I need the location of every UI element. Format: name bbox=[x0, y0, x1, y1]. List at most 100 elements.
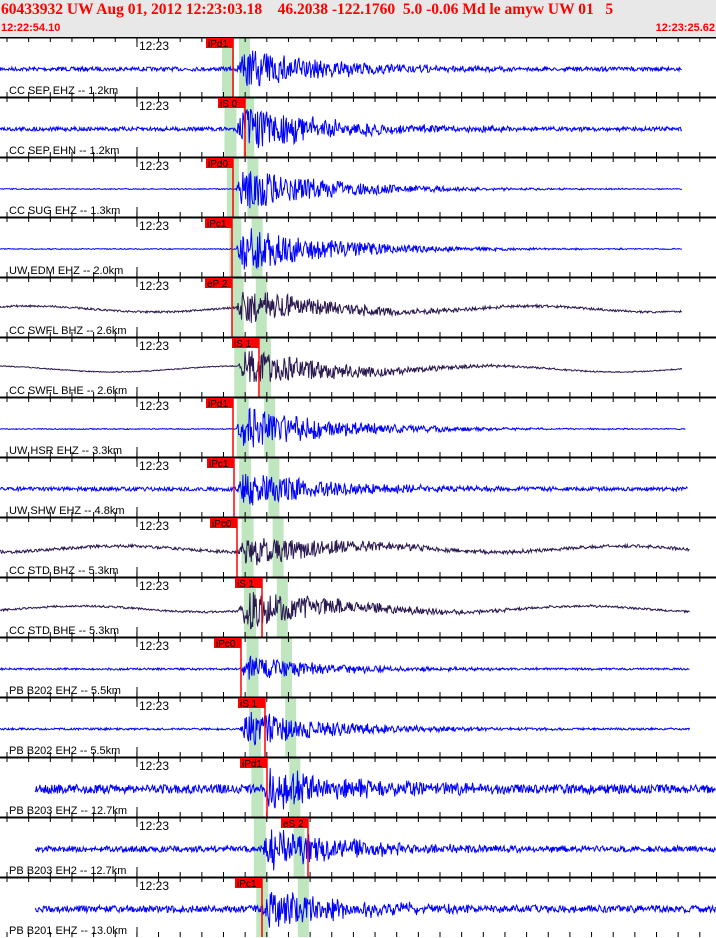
p-window bbox=[253, 817, 266, 877]
time-label: 12:23 bbox=[139, 279, 169, 293]
seismogram-trace bbox=[34, 891, 716, 928]
seismogram-trace bbox=[0, 538, 690, 566]
channel-panel: 12:23 iPd0 CC SUG EHZ -- 1.3km bbox=[0, 156, 716, 217]
pick-label: iPc0 bbox=[216, 639, 236, 650]
seismogram-trace bbox=[0, 228, 683, 270]
seismogram-trace bbox=[34, 829, 716, 871]
time-label: 12:23 bbox=[139, 759, 169, 773]
station-label: UW EDM EHZ -- 2.0km bbox=[9, 265, 123, 277]
s-window bbox=[297, 877, 309, 937]
time-label: 12:23 bbox=[139, 819, 169, 833]
channel-panel: 12:23 iPd1 CC SEP EHZ -- 1.2km bbox=[0, 37, 716, 97]
channel-panel: 12:23 iS 1 PB B202 EH2 -- 5.5km bbox=[0, 696, 716, 757]
event-header: 60433932 UW Aug 01, 2012 12:23:03.18 46.… bbox=[0, 0, 716, 37]
seismogram-trace bbox=[34, 768, 716, 810]
s-window bbox=[260, 337, 271, 397]
seismogram-trace bbox=[0, 655, 690, 680]
seismogram-trace bbox=[0, 407, 686, 448]
channel-panel: 12:23 iPc1 UW SHW EHZ -- 4.8km bbox=[0, 456, 716, 517]
station-label: PB B201 EHZ -- 13.0km bbox=[9, 925, 127, 937]
channel-panel: 12:23 eS 2 PB B203 EH2 -- 12.7km bbox=[0, 816, 716, 877]
time-label: 12:23 bbox=[139, 639, 169, 653]
station-label: PB B202 EH2 -- 5.5km bbox=[9, 745, 120, 757]
station-label: CC STD BHE -- 5.3km bbox=[9, 625, 119, 637]
pick-flag[interactable] bbox=[281, 818, 308, 828]
p-window bbox=[224, 97, 237, 157]
pick-flag[interactable] bbox=[205, 218, 232, 228]
channel-panel: 12:23 iPd1 UW HSR EHZ -- 3.3km bbox=[0, 396, 716, 457]
end-time: 12:23:25.62 bbox=[655, 22, 715, 34]
pick-label: iPc1 bbox=[237, 879, 257, 890]
pick-label: iS 1 bbox=[240, 699, 258, 710]
pick-flag[interactable] bbox=[207, 458, 234, 468]
pick-flag[interactable] bbox=[206, 398, 233, 408]
time-label: 12:23 bbox=[139, 39, 169, 53]
pick-flag[interactable] bbox=[240, 758, 267, 768]
station-label: PB B202 EHZ -- 5.5km bbox=[9, 685, 121, 697]
channel-panel: 12:23 iPc0 CC STD BHZ -- 5.3km bbox=[0, 516, 716, 577]
channel-panel: 12:23 iPc1 UW EDM EHZ -- 2.0km bbox=[0, 216, 716, 277]
channel-panel: 12:23 iPc1 PB B201 EHZ -- 13.0km bbox=[0, 876, 716, 937]
pick-flag[interactable] bbox=[235, 878, 262, 888]
time-label: 12:23 bbox=[139, 399, 169, 413]
time-label: 12:23 bbox=[139, 159, 169, 173]
pick-flag[interactable] bbox=[238, 698, 265, 708]
pick-flag[interactable] bbox=[218, 98, 245, 108]
channel-panel: 12:23 iS 1 CC SWFL BHE -- 2.6km bbox=[0, 336, 716, 397]
seismogram-trace bbox=[0, 108, 683, 149]
s-window bbox=[276, 577, 288, 637]
p-window bbox=[222, 37, 234, 97]
seismogram-trace bbox=[0, 292, 683, 323]
time-label: 12:23 bbox=[139, 579, 169, 593]
pick-label: iS 1 bbox=[234, 339, 252, 350]
pick-flag[interactable] bbox=[205, 278, 232, 288]
s-window bbox=[289, 757, 301, 817]
time-label: 12:23 bbox=[139, 339, 169, 353]
pick-label: iPc1 bbox=[209, 459, 229, 470]
channel-panel: 12:23 iS 0 CC SEP EHN -- 1.2km bbox=[0, 96, 716, 157]
pick-flag[interactable] bbox=[235, 578, 262, 588]
seismogram-trace bbox=[0, 592, 690, 630]
pick-label: iPc0 bbox=[212, 519, 232, 530]
seismogram-trace bbox=[0, 50, 682, 87]
station-label: UW SHW EHZ -- 4.8km bbox=[9, 505, 125, 517]
time-label: 12:23 bbox=[139, 699, 169, 713]
record-section: 12:23 iPd1 CC SEP EHZ -- 1.2km 12:23 iS 0 CC … bbox=[0, 37, 716, 937]
channel-panel: 12:23 iPd1 PB B203 EHZ -- 12.7km bbox=[0, 756, 716, 817]
pick-flag[interactable] bbox=[206, 158, 233, 168]
station-label: PB B203 EHZ -- 12.7km bbox=[9, 805, 127, 817]
station-label: CC STD BHZ -- 5.3km bbox=[9, 565, 118, 577]
station-label: CC SUG EHZ -- 1.3km bbox=[9, 205, 120, 217]
pick-label: eS 2 bbox=[283, 819, 304, 830]
pick-label: iPc1 bbox=[207, 219, 227, 230]
p-window bbox=[248, 697, 261, 757]
pick-label: iPd1 bbox=[208, 39, 228, 50]
time-label: 12:23 bbox=[139, 879, 169, 893]
channel-panel: 12:23 eP 2 CC SWFL BHZ -- 2.6km bbox=[0, 276, 716, 337]
s-window bbox=[247, 157, 259, 217]
event-title: 60433932 UW Aug 01, 2012 12:23:03.18 46.… bbox=[1, 1, 614, 18]
pick-label: iPd0 bbox=[208, 159, 228, 170]
station-label: UW HSR EHZ -- 3.3km bbox=[9, 445, 122, 457]
pick-label: iS 0 bbox=[220, 99, 238, 110]
time-label: 12:23 bbox=[139, 519, 169, 533]
seismogram-trace bbox=[0, 473, 688, 506]
time-label: 12:23 bbox=[139, 219, 169, 233]
pick-flag[interactable] bbox=[232, 338, 259, 348]
channel-panel: 12:23 iS 1 CC STD BHE -- 5.3km bbox=[0, 576, 716, 637]
p-window bbox=[241, 517, 254, 577]
pick-label: iPd1 bbox=[242, 759, 262, 770]
pick-flag[interactable] bbox=[206, 38, 233, 48]
pick-label: iPd1 bbox=[208, 399, 228, 410]
station-label: CC SWFL BHE -- 2.6km bbox=[9, 385, 127, 397]
station-label: CC SEP EHN -- 1.2km bbox=[9, 145, 119, 157]
time-label: 12:23 bbox=[139, 459, 169, 473]
pick-label: iS 1 bbox=[237, 579, 255, 590]
time-label: 12:23 bbox=[139, 99, 169, 113]
channel-panel: 12:23 iPc0 PB B202 EHZ -- 5.5km bbox=[0, 636, 716, 697]
seismogram-trace bbox=[0, 171, 683, 209]
pick-flag[interactable] bbox=[210, 518, 237, 528]
pick-flag[interactable] bbox=[214, 638, 241, 648]
station-label: PB B203 EH2 -- 12.7km bbox=[9, 865, 126, 877]
start-time: 12:22:54.10 bbox=[1, 22, 61, 34]
